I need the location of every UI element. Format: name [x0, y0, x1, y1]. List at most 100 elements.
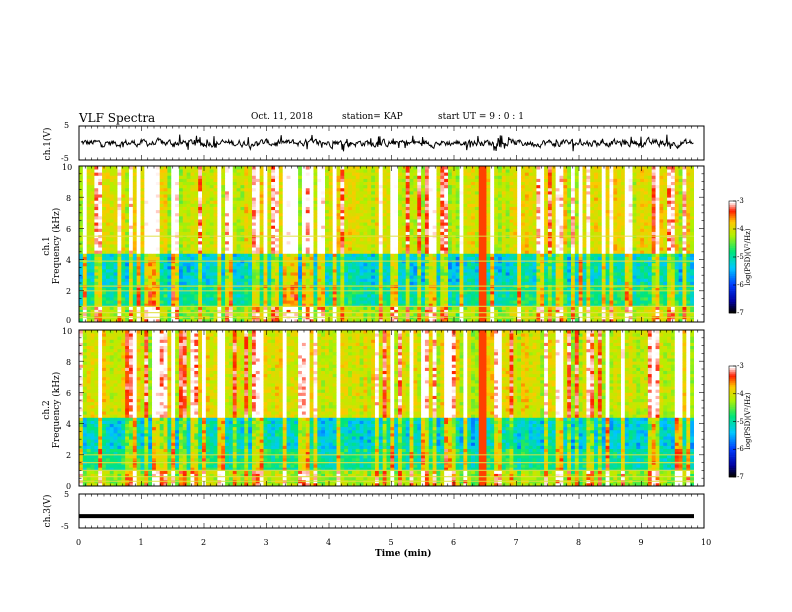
spectrogram-cell	[663, 269, 667, 273]
spectrogram-cell	[506, 266, 510, 270]
spectrogram-cell	[533, 263, 537, 267]
spectrogram-cell	[417, 272, 421, 276]
spectrogram-cell	[260, 266, 264, 270]
spectrogram-cell	[394, 256, 398, 260]
spectrogram-cell	[271, 275, 275, 279]
spectrogram-cell	[440, 266, 444, 270]
spectrogram-cell	[625, 272, 629, 276]
spectrogram-cell	[633, 297, 637, 301]
spectrogram-cell	[371, 269, 375, 273]
spectrogram-cell	[486, 256, 490, 260]
spectrogram-cell	[402, 263, 406, 267]
spectrogram-cell	[598, 294, 602, 298]
spectrogram-cell	[540, 256, 544, 260]
spectrogram-cell	[283, 294, 287, 298]
spectrogram-cell	[402, 275, 406, 279]
spectrogram-cell	[575, 300, 579, 304]
spectrogram-cell	[260, 263, 264, 267]
spectrogram-cell	[298, 272, 302, 276]
spectrogram-cell	[137, 275, 141, 279]
spectrogram-cell	[452, 266, 456, 270]
spectrogram-cell	[117, 256, 121, 260]
spectrogram-cell	[652, 263, 656, 267]
ch1-waveform-panel	[81, 135, 694, 152]
spectrogram-cell	[506, 275, 510, 279]
spectrogram-cell	[533, 256, 537, 260]
spectrogram-cell	[675, 272, 679, 276]
spectrogram-cell	[240, 294, 244, 298]
spectrogram-cell	[548, 278, 552, 282]
spectrogram-cell	[521, 266, 525, 270]
spectrogram-cell	[390, 256, 394, 260]
spectrogram-cell	[83, 300, 87, 304]
spectrogram-cell	[225, 281, 229, 285]
spectrogram-cell	[671, 294, 675, 298]
spectrogram-cell	[371, 256, 375, 260]
spectrogram-cell	[91, 272, 95, 276]
spectrogram-cell	[187, 300, 191, 304]
spectrogram-cell	[383, 294, 387, 298]
spectrogram-cell	[294, 297, 298, 301]
spectrogram-cell	[663, 300, 667, 304]
spectrogram-cell	[244, 272, 248, 276]
spectrogram-cell	[233, 278, 237, 282]
spectrogram-cell	[264, 269, 268, 273]
spectrogram-cell	[210, 281, 214, 285]
spectrogram-cell	[321, 300, 325, 304]
spectrogram-cell	[686, 300, 690, 304]
spectrogram-cell	[121, 272, 125, 276]
spectrogram-cell	[629, 272, 633, 276]
spectrogram-cell	[356, 278, 360, 282]
spectrogram-cell	[675, 263, 679, 267]
spectrogram-cell	[187, 294, 191, 298]
spectrogram-cell	[356, 269, 360, 273]
spectrogram-cell	[586, 269, 590, 273]
spectrogram-cell	[633, 266, 637, 270]
spectrogram-cell	[375, 269, 379, 273]
spectrogram-cell	[606, 281, 610, 285]
spectrogram-cell	[594, 294, 598, 298]
spectrogram-cell	[398, 256, 402, 260]
spectrogram-cell	[148, 275, 152, 279]
spectrogram-cell	[137, 272, 141, 276]
spectrogram-cell	[406, 294, 410, 298]
spectrogram-cell	[225, 294, 229, 298]
spectrogram-cell	[114, 263, 118, 267]
spectrogram-cell	[636, 263, 640, 267]
spectrogram-cell	[183, 263, 187, 267]
spectrogram-cell	[567, 297, 571, 301]
spectrogram-cell	[106, 281, 110, 285]
spectrogram-cell	[506, 269, 510, 273]
spectrogram-cell	[329, 256, 333, 260]
spectrogram-cell	[87, 272, 91, 276]
spectrogram-cell	[644, 272, 648, 276]
spectrogram-cell	[494, 272, 498, 276]
spectrogram-cell	[144, 266, 148, 270]
spectrogram-cell	[583, 281, 587, 285]
spectrogram-cell	[267, 278, 271, 282]
spectrogram-cell	[575, 278, 579, 282]
spectrogram-cell	[433, 269, 437, 273]
spectrogram-cell	[87, 294, 91, 298]
spectrogram-cell	[175, 281, 179, 285]
spectrogram-cell	[552, 269, 556, 273]
spectrogram-cell	[379, 300, 383, 304]
spectrogram-cell	[337, 269, 341, 273]
spectrogram-cell	[198, 263, 202, 267]
spectrogram-cell	[283, 269, 287, 273]
spectrogram-cell	[656, 278, 660, 282]
spectrogram-cell	[621, 281, 625, 285]
spectrogram-cell	[594, 269, 598, 273]
spectrogram-cell	[321, 256, 325, 260]
spectrogram-cell	[456, 294, 460, 298]
spectrogram-cell	[167, 297, 171, 301]
spectrogram-cell	[160, 256, 164, 260]
spectrogram-cell	[202, 297, 206, 301]
spectrogram-cell	[325, 269, 329, 273]
spectrogram-cell	[313, 297, 317, 301]
spectrogram-cell	[121, 297, 125, 301]
spectrogram-cell	[682, 272, 686, 276]
spectrogram-cell	[94, 269, 98, 273]
spectrogram-cell	[156, 256, 160, 260]
spectrogram-cell	[540, 272, 544, 276]
